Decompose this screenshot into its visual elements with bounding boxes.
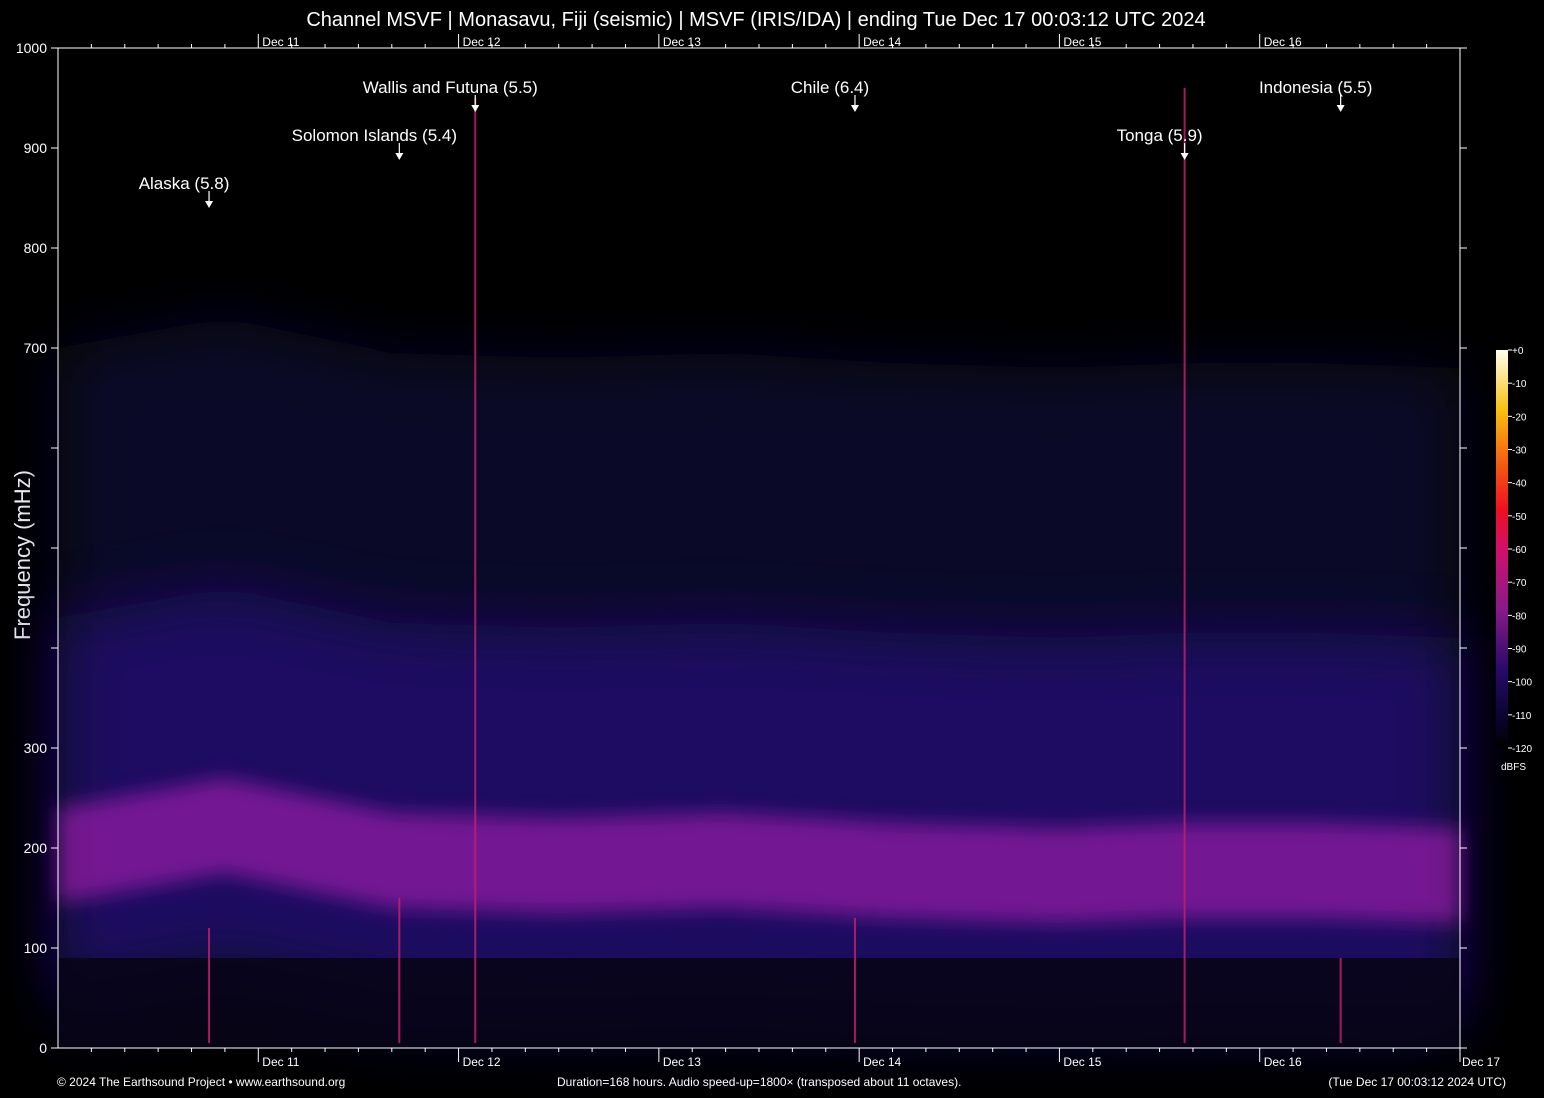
footer-copyright: © 2024 The Earthsound Project • www.eart… xyxy=(57,1075,346,1089)
x-tick-label: Dec 16 xyxy=(1264,1055,1302,1069)
colorbar-tick-label: -70 xyxy=(1512,578,1527,589)
x-tick-label: Dec 12 xyxy=(463,1055,501,1069)
footer-duration: Duration=168 hours. Audio speed-up=1800×… xyxy=(557,1075,962,1089)
footer-end-time: (Tue Dec 17 00:03:12 2024 UTC) xyxy=(1328,1075,1506,1089)
x-tick-label-top: Dec 16 xyxy=(1264,35,1302,49)
colorbar-unit: dBFS xyxy=(1501,762,1527,773)
colorbar-gradient xyxy=(1496,350,1508,748)
colorbar-tick-label: -30 xyxy=(1512,446,1527,457)
colorbar-tick-label: -100 xyxy=(1512,678,1532,689)
low-frequency-floor xyxy=(58,958,1460,1048)
event-arrow-head xyxy=(1180,153,1189,160)
chart-title: Channel MSVF | Monasavu, Fiji (seismic) … xyxy=(306,9,1206,31)
colorbar-tick-label: -10 xyxy=(1512,379,1527,390)
event-label: Solomon Islands (5.4) xyxy=(292,126,457,145)
noise-bands xyxy=(58,318,1460,1048)
x-tick-label-top: Dec 15 xyxy=(1063,35,1101,49)
y-tick-label: 200 xyxy=(24,840,48,856)
colorbar-tick-label: -120 xyxy=(1512,744,1532,755)
x-tick-label: Dec 13 xyxy=(663,1055,701,1069)
colorbar-tick-label: -90 xyxy=(1512,645,1527,656)
event-arrow-head xyxy=(471,105,480,112)
event-arrow-head xyxy=(1336,105,1345,112)
y-tick-label: 1000 xyxy=(16,40,47,56)
colorbar-tick-label: +0 xyxy=(1512,346,1524,357)
event-annotations: Alaska (5.8) Solomon Islands (5.4) Wallis … xyxy=(139,78,1372,208)
noise-band-core xyxy=(58,778,1460,923)
colorbar-tick-label: -60 xyxy=(1512,545,1527,556)
event-arrow-head xyxy=(395,153,404,160)
y-tick-label: 0 xyxy=(39,1040,47,1056)
event-label: Chile (6.4) xyxy=(791,78,869,97)
event-label: Indonesia (5.5) xyxy=(1259,78,1372,97)
colorbar-tick-label: -80 xyxy=(1512,611,1527,622)
x-tick-label-top: Dec 11 xyxy=(262,35,299,49)
y-tick-label: 100 xyxy=(24,940,48,956)
colorbar-tick-label: -110 xyxy=(1512,711,1532,722)
x-end-label: Dec 17 xyxy=(1462,1055,1500,1069)
x-tick-label: Dec 11 xyxy=(262,1055,299,1069)
event-label: Alaska (5.8) xyxy=(139,174,230,193)
event-label: Tonga (5.9) xyxy=(1117,126,1203,145)
x-tick-label-top: Dec 12 xyxy=(463,35,501,49)
x-tick-label-top: Dec 14 xyxy=(863,35,901,49)
x-tick-label: Dec 15 xyxy=(1063,1055,1101,1069)
x-tick-label: Dec 14 xyxy=(863,1055,901,1069)
colorbar-tick-label: -40 xyxy=(1512,479,1527,490)
y-tick-label: 700 xyxy=(24,340,48,356)
y-tick-label: 900 xyxy=(24,140,48,156)
colorbar: +0 -10 -20 -30 -40 -50 -60 -70 -80 -90 -100 -110 -12… xyxy=(1496,346,1532,755)
event-arrow-head xyxy=(850,105,859,112)
event-label: Wallis and Futuna (5.5) xyxy=(363,78,538,97)
event-lines xyxy=(208,88,1342,1043)
y-tick-label: 800 xyxy=(24,240,48,256)
y-tick-label: 300 xyxy=(24,740,48,756)
axes: 0 100 200 300 700 800 900 1000 Dec 11 Dec 11 Dec 1… xyxy=(16,34,1500,1069)
colorbar-tick-label: -20 xyxy=(1512,412,1527,423)
event-arrow-head xyxy=(205,201,214,208)
colorbar-tick-label: -50 xyxy=(1512,512,1527,523)
x-tick-label-top: Dec 13 xyxy=(663,35,701,49)
